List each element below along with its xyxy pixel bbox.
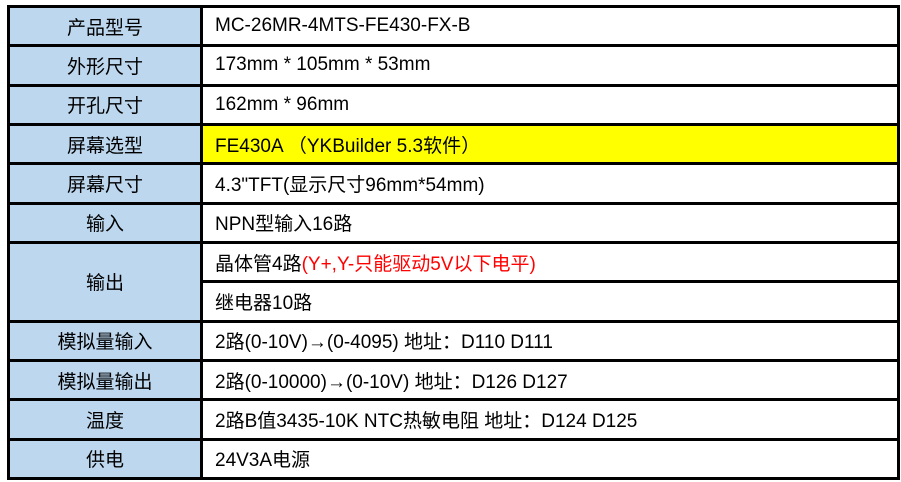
row-value-cutout-dimensions: 162mm * 96mm bbox=[200, 83, 900, 126]
row-value-screen-size: 4.3"TFT(显示尺寸96mm*54mm) bbox=[200, 162, 900, 205]
output-transistor-warning-text: (Y+,Y-只能驱动5V以下电平) bbox=[301, 253, 536, 275]
row-value-power-supply: 24V3A电源 bbox=[200, 437, 900, 481]
table-row: 输入 NPN型输入16路 bbox=[7, 201, 900, 244]
table-row: 外形尺寸 173mm * 105mm * 53mm bbox=[7, 44, 900, 87]
table-row: 输出 晶体管4路(Y+,Y-只能驱动5V以下电平) bbox=[7, 240, 900, 323]
row-label-screen-size: 屏幕尺寸 bbox=[7, 162, 203, 205]
table-row: 屏幕选型 FE430A （YKBuilder 5.3软件） bbox=[7, 122, 900, 166]
row-value-input: NPN型输入16路 bbox=[200, 201, 900, 244]
row-value-outer-dimensions: 173mm * 105mm * 53mm bbox=[200, 44, 900, 87]
table-row: 开孔尺寸 162mm * 96mm bbox=[7, 83, 900, 126]
product-spec-table: 产品型号 MC-26MR-4MTS-FE430-FX-B 外形尺寸 173mm … bbox=[7, 4, 900, 481]
row-label-product-model: 产品型号 bbox=[7, 4, 203, 48]
row-value-analog-output: 2路(0-10000)→(0-10V) 地址：D126 D127 bbox=[200, 358, 900, 402]
table-row: 模拟量输入 2路(0-10V)→(0-4095) 地址：D110 D111 bbox=[7, 319, 900, 362]
table-row: 温度 2路B值3435-10K NTC热敏电阻 地址：D124 D125 bbox=[7, 398, 900, 441]
row-value-output-transistor: 晶体管4路(Y+,Y-只能驱动5V以下电平) bbox=[200, 240, 900, 284]
table-row: 继电器10路 bbox=[9, 280, 900, 323]
row-label-output: 输出 bbox=[7, 240, 203, 323]
row-value-analog-input: 2路(0-10V)→(0-4095) 地址：D110 D111 bbox=[200, 319, 900, 362]
row-value-output-relay: 继电器10路 bbox=[200, 280, 900, 323]
row-label-analog-input: 模拟量输入 bbox=[7, 319, 203, 362]
row-label-screen-selection: 屏幕选型 bbox=[7, 122, 203, 166]
row-label-analog-output: 模拟量输出 bbox=[7, 358, 203, 402]
row-label-temperature: 温度 bbox=[7, 398, 203, 441]
table-row: 产品型号 MC-26MR-4MTS-FE430-FX-B bbox=[7, 4, 900, 48]
row-value-screen-selection-highlighted: FE430A （YKBuilder 5.3软件） bbox=[200, 122, 900, 166]
output-transistor-text: 晶体管4路 bbox=[215, 253, 302, 275]
row-label-power-supply: 供电 bbox=[7, 437, 203, 481]
row-value-temperature: 2路B值3435-10K NTC热敏电阻 地址：D124 D125 bbox=[200, 398, 900, 441]
table-row: 屏幕尺寸 4.3"TFT(显示尺寸96mm*54mm) bbox=[7, 162, 900, 205]
row-value-product-model: MC-26MR-4MTS-FE430-FX-B bbox=[200, 4, 900, 48]
table-row: 模拟量输出 2路(0-10000)→(0-10V) 地址：D126 D127 bbox=[7, 358, 900, 402]
table-row: 供电 24V3A电源 bbox=[7, 437, 900, 481]
row-label-outer-dimensions: 外形尺寸 bbox=[7, 44, 203, 87]
row-label-input: 输入 bbox=[7, 201, 203, 244]
row-label-cutout-dimensions: 开孔尺寸 bbox=[7, 83, 203, 126]
